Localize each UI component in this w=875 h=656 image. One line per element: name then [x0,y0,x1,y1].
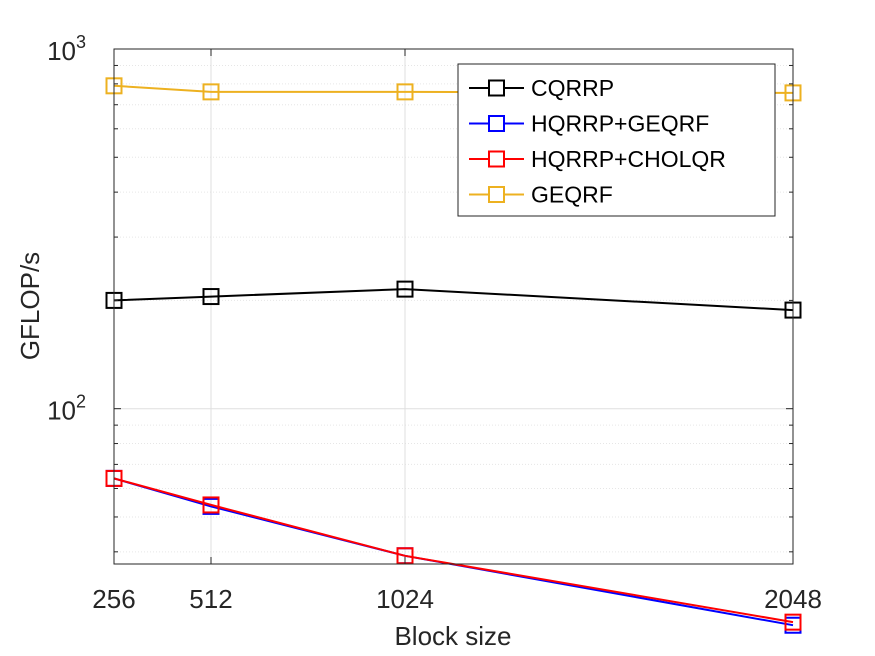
x-tick-labels: 256 512 1024 2048 [92,584,822,614]
data-point [202,288,220,306]
legend-item: HQRRP+CHOLQR [469,146,726,172]
x-tick-label: 2048 [764,584,822,614]
legend-label: CQRRP [531,75,614,101]
legend-box [457,63,776,217]
data-point [396,83,414,101]
legend: CQRRP HQRRP+GEQRF HQRRP+CHOLQR GEQRF [457,63,776,217]
axis-ticks [113,48,794,564]
x-tick-label: 512 [189,584,232,614]
plot-frame [113,48,794,565]
x-axis-label: Block size [394,621,511,651]
data-point [202,83,220,101]
x-tick-label: 1024 [376,584,434,614]
y-tick-label: 103 [47,32,86,66]
series-layer [105,77,802,634]
minor-grid [114,64,793,553]
data-point [784,613,802,631]
y-tick-label: 102 [47,392,86,426]
legend-marker [488,150,505,168]
data-point [396,280,414,298]
legend-item: HQRRP+GEQRF [469,111,709,137]
y-axis-label: GFLOP/s [15,252,45,360]
series-line [113,477,794,624]
legend-label: HQRRP+GEQRF [531,111,709,137]
legend-marker [488,79,505,97]
x-tick-label: 256 [92,584,135,614]
legend-item: GEQRF [469,182,613,208]
series-line [113,288,794,312]
y-tick-labels: 102 103 [47,32,86,426]
legend-label: HQRRP+CHOLQR [531,146,726,172]
legend-marker [488,186,505,203]
legend-label: GEQRF [531,182,613,208]
data-point [202,496,220,514]
legend-item: CQRRP [469,75,614,101]
legend-marker [488,115,505,132]
